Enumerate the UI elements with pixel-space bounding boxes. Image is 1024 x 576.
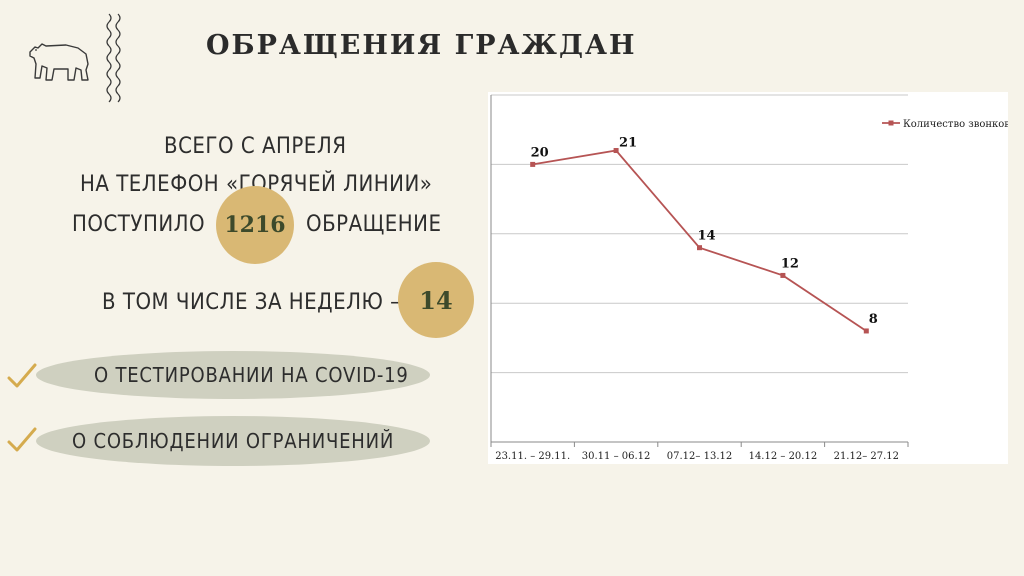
data-label: 12 [781,256,799,271]
x-tick-label: 23.11. – 29.11. [495,451,570,462]
weekly-count-badge: 14 [398,262,474,338]
check-icon [7,427,37,452]
wavy-lines-icon [106,13,121,103]
data-point [530,161,536,167]
x-tick-label: 14.12 – 20.12 [749,451,818,462]
topic-label: О СОБЛЮДЕНИИ ОГРАНИЧЕНИЙ [72,429,395,453]
x-tick-label: 07.12– 13.12 [667,451,732,462]
legend-swatch-marker [888,120,894,126]
data-label: 14 [697,229,715,244]
check-icon [7,363,37,388]
topic-pill-covid: О ТЕСТИРОВАНИИ НА COVID-19 [36,351,430,399]
data-point [780,272,786,278]
data-point [697,245,702,251]
x-tick-label: 30.11 – 06.12 [582,451,651,462]
topic-label: О ТЕСТИРОВАНИИ НА COVID-19 [94,363,409,387]
summary-line-3-prefix: ПОСТУПИЛО [72,212,206,237]
summary-line-1: ВСЕГО С АПРЕЛЯ [164,134,347,159]
chart-svg: 23.11. – 29.11. 30.11 – 06.12 07.12– 13.12… [490,94,1008,462]
data-point [613,148,619,154]
legend-label: Количество звонков [903,119,1008,130]
weekly-label: В ТОМ ЧИСЛЕ ЗА НЕДЕЛЮ – [102,290,401,315]
page-title: ОБРАЩЕНИЯ ГРАЖДАН [206,30,637,61]
summary-line-3-suffix: ОБРАЩЕНИЕ [306,212,442,237]
data-point [863,328,869,334]
data-label: 21 [619,136,637,151]
x-tick-label: 21.12– 27.12 [834,451,899,462]
topic-pill-restrictions: О СОБЛЮДЕНИИ ОГРАНИЧЕНИЙ [36,416,430,466]
calls-line-chart: 23.11. – 29.11. 30.11 – 06.12 07.12– 13.12… [488,92,1008,464]
data-label: 20 [531,145,549,160]
bear-icon [29,43,89,81]
data-label: 8 [869,312,878,327]
total-count-badge: 1216 [216,186,294,264]
